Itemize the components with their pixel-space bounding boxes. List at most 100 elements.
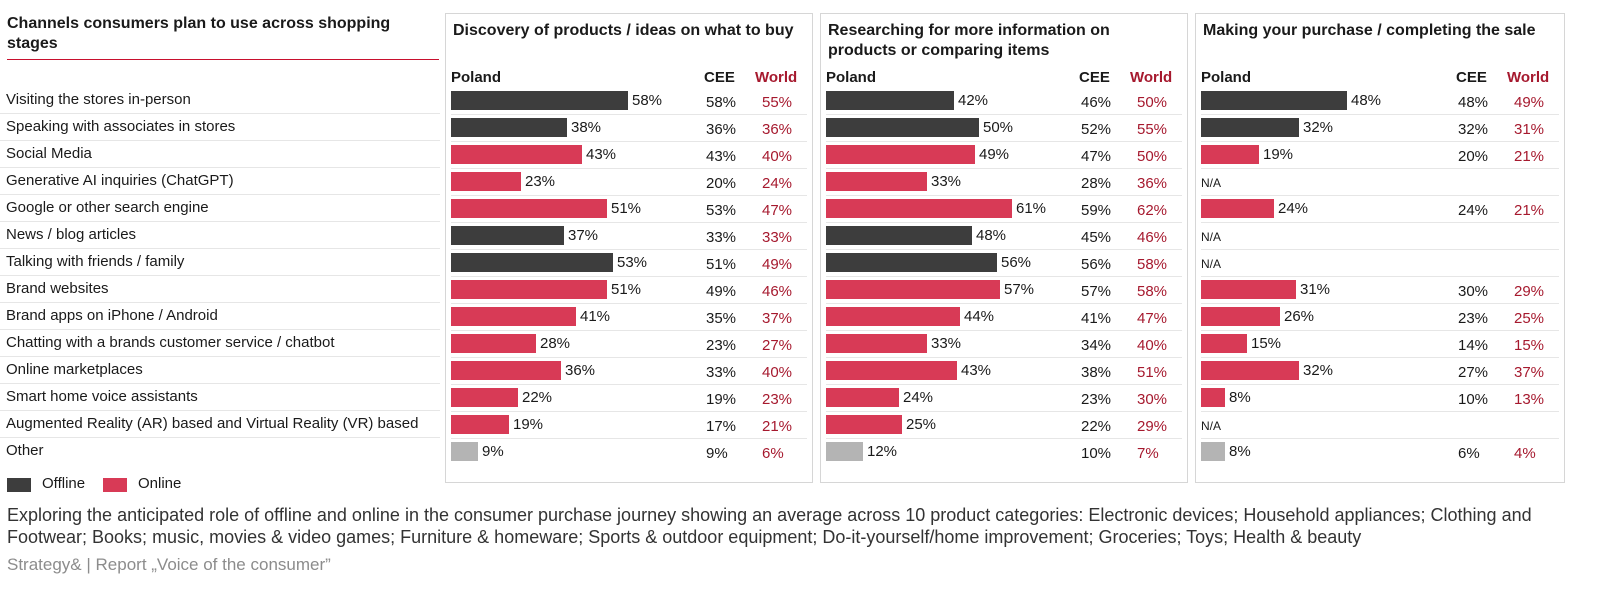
bar-poland — [451, 145, 582, 164]
legend-label-online: Online — [138, 475, 182, 492]
title-divider — [7, 59, 439, 60]
column-header-world: World — [1507, 69, 1550, 86]
world-value: 37% — [1514, 364, 1545, 381]
bar-value-label: 42% — [958, 92, 989, 109]
bar-value-label: 44% — [964, 308, 995, 325]
bar-value-label: 28% — [540, 335, 571, 352]
cee-value: 45% — [1081, 229, 1112, 246]
cee-value: 27% — [1458, 364, 1489, 381]
bar-poland — [1201, 307, 1280, 326]
bar-poland — [826, 226, 972, 245]
cee-value: 34% — [1081, 337, 1112, 354]
world-value: 30% — [1137, 391, 1168, 408]
bar-poland — [451, 118, 567, 137]
bar-value-label: 43% — [961, 362, 992, 379]
bar-poland — [451, 415, 509, 434]
world-value: 31% — [1514, 121, 1545, 138]
cee-value: 23% — [1458, 310, 1489, 327]
category-label: Speaking with associates in stores — [0, 114, 440, 141]
category-label: Augmented Reality (AR) based and Virtual… — [0, 411, 440, 438]
bar-value-label: 36% — [565, 362, 596, 379]
world-value: 40% — [762, 148, 793, 165]
cee-value: 17% — [706, 418, 737, 435]
bar-poland — [451, 361, 561, 380]
footnote: Exploring the anticipated role of offlin… — [7, 505, 1532, 547]
column-header-cee: CEE — [1079, 69, 1110, 86]
cee-value: 32% — [1458, 121, 1489, 138]
world-value: 40% — [1137, 337, 1168, 354]
bar-poland — [826, 442, 863, 461]
world-value: 37% — [762, 310, 793, 327]
bar-value-label: 32% — [1303, 119, 1334, 136]
panel-title: Making your purchase / completing the sa… — [1203, 22, 1536, 39]
panel-title: Researching for more information on prod… — [828, 22, 1110, 59]
category-label: Smart home voice assistants — [0, 384, 440, 411]
cee-value: 28% — [1081, 175, 1112, 192]
world-value: 46% — [1137, 229, 1168, 246]
panel-row: 37% 33% 33% — [451, 223, 807, 250]
bar-value-label: 57% — [1004, 281, 1035, 298]
world-value: 50% — [1137, 94, 1168, 111]
category-label: News / blog articles — [0, 222, 440, 249]
panel-row: 8% 6% 4% — [1201, 439, 1559, 466]
category-label: Generative AI inquiries (ChatGPT) — [0, 168, 440, 195]
bar-poland — [826, 361, 957, 380]
bar-value-label: 32% — [1303, 362, 1334, 379]
panel-row: 31% 30% 29% — [1201, 277, 1559, 304]
cee-value: 33% — [706, 229, 737, 246]
bar-poland — [451, 91, 628, 110]
bar-value-label: 61% — [1016, 200, 1047, 217]
category-label: Brand websites — [0, 276, 440, 303]
cee-value: 23% — [706, 337, 737, 354]
bar-poland — [451, 199, 607, 218]
cee-value: 59% — [1081, 202, 1112, 219]
na-label: N/A — [1201, 257, 1222, 271]
bar-poland — [826, 388, 899, 407]
category-label: Google or other search engine — [0, 195, 440, 222]
category-label: Brand apps on iPhone / Android — [0, 303, 440, 330]
world-value: 49% — [762, 256, 793, 273]
bar-value-label: 24% — [903, 389, 934, 406]
panel-row: 51% 53% 47% — [451, 196, 807, 223]
bar-poland — [1201, 334, 1247, 353]
world-value: 62% — [1137, 202, 1168, 219]
bar-poland — [451, 388, 518, 407]
bar-value-label: 8% — [1229, 389, 1251, 406]
cee-value: 38% — [1081, 364, 1112, 381]
bar-value-label: 48% — [976, 227, 1007, 244]
legend-label-offline: Offline — [42, 475, 86, 492]
panel-rows: 58% 58% 55% 38% 36% 36% 43% 43% 40% 23% 20% 24% 51% 5… — [446, 88, 812, 466]
na-label: N/A — [1201, 230, 1222, 244]
cee-value: 43% — [706, 148, 737, 165]
category-label: Social Media — [0, 141, 440, 168]
panel-row: 57% 57% 58% — [826, 277, 1182, 304]
bar-poland — [1201, 361, 1299, 380]
world-value: 23% — [762, 391, 793, 408]
bar-poland — [826, 91, 954, 110]
bar-poland — [451, 280, 607, 299]
bar-poland — [1201, 199, 1274, 218]
panel-row: N/A — [1201, 412, 1559, 439]
world-value: 21% — [762, 418, 793, 435]
column-header-world: World — [1130, 69, 1173, 86]
bar-poland — [451, 253, 613, 272]
cee-value: 47% — [1081, 148, 1112, 165]
bar-value-label: 50% — [983, 119, 1014, 136]
cee-value: 20% — [706, 175, 737, 192]
cee-value: 33% — [706, 364, 737, 381]
source-note: Strategy& | Report „Voice of the consume… — [7, 555, 331, 574]
column-header-cee: CEE — [1456, 69, 1487, 86]
bar-value-label: 53% — [617, 254, 648, 271]
panel-row: 9% 9% 6% — [451, 439, 807, 466]
cee-value: 48% — [1458, 94, 1489, 111]
bar-value-label: 15% — [1251, 335, 1282, 352]
panel-row: 61% 59% 62% — [826, 196, 1182, 223]
chart-title: Channels consumers plan to use across sh… — [7, 15, 391, 52]
cee-value: 19% — [706, 391, 737, 408]
world-value: 49% — [1514, 94, 1545, 111]
world-value: 50% — [1137, 148, 1168, 165]
cee-value: 6% — [1458, 445, 1480, 462]
column-header-poland: Poland — [1201, 69, 1252, 86]
bar-value-label: 25% — [906, 416, 937, 433]
bar-poland — [826, 307, 960, 326]
